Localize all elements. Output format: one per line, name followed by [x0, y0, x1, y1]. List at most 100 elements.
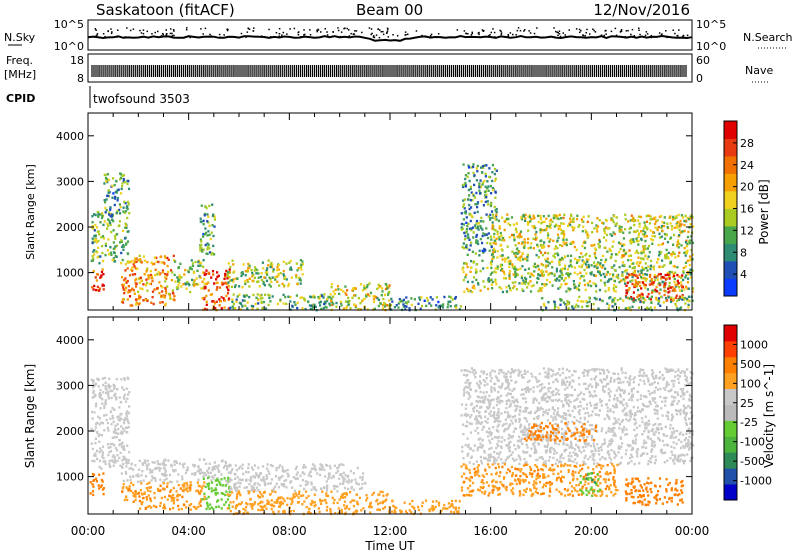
data-cell: [164, 280, 166, 282]
data-cell: [464, 276, 466, 278]
data-cell: [473, 174, 475, 176]
data-cell: [331, 283, 333, 285]
nsky-dot: [151, 33, 153, 35]
data-cell: [101, 271, 103, 273]
data-cell: [203, 249, 205, 251]
data-cell: [574, 272, 576, 274]
data-cell: [606, 220, 608, 222]
data-cell: [558, 218, 560, 220]
data-cell: [464, 238, 466, 240]
data-cell: [283, 284, 285, 286]
data-cell: [92, 242, 94, 244]
data-cell: [341, 509, 343, 511]
data-cell: [232, 501, 234, 503]
data-cell: [188, 271, 190, 273]
data-cell: [428, 302, 430, 304]
data-cell: [491, 284, 493, 286]
data-cell: [446, 508, 448, 510]
data-cell: [168, 259, 170, 261]
data-cell: [680, 395, 682, 397]
data-cell: [115, 432, 117, 434]
data-cell: [266, 271, 268, 273]
data-cell: [655, 220, 657, 222]
data-cell: [268, 259, 270, 261]
data-cell: [534, 233, 536, 235]
data-cell: [314, 467, 316, 469]
data-cell: [169, 474, 171, 476]
data-cell: [227, 493, 229, 495]
data-cell: [681, 214, 683, 216]
data-cell: [626, 292, 628, 294]
data-cell: [126, 499, 128, 501]
data-cell: [667, 226, 669, 228]
data-cell: [232, 506, 234, 508]
data-cell: [530, 448, 532, 450]
data-cell: [167, 265, 169, 267]
data-cell: [187, 466, 189, 468]
data-cell: [111, 214, 113, 216]
data-cell: [472, 236, 474, 238]
data-cell: [192, 262, 194, 264]
data-cell: [556, 240, 558, 242]
data-cell: [229, 494, 231, 496]
data-cell: [585, 229, 587, 231]
data-cell: [561, 277, 563, 279]
data-cell: [150, 479, 152, 481]
data-cell: [283, 294, 285, 296]
data-cell: [491, 246, 493, 248]
data-cell: [390, 298, 392, 300]
data-cell: [603, 228, 605, 230]
data-cell: [154, 274, 156, 276]
data-cell: [519, 260, 521, 262]
data-cell: [339, 483, 341, 485]
data-cell: [384, 500, 386, 502]
data-cell: [257, 482, 259, 484]
data-cell: [141, 470, 143, 472]
data-cell: [378, 305, 380, 307]
data-cell: [173, 299, 175, 301]
data-cell: [378, 284, 380, 286]
data-cell: [386, 287, 388, 289]
data-cell: [231, 491, 233, 493]
data-cell: [426, 297, 428, 299]
data-cell: [529, 276, 531, 278]
data-cell: [308, 495, 310, 497]
data-cell: [303, 488, 305, 490]
data-cell: [496, 208, 498, 210]
data-cell: [93, 411, 95, 413]
data-cell: [371, 494, 373, 496]
nsky-dot: [601, 34, 603, 36]
data-cell: [649, 251, 651, 253]
data-cell: [97, 416, 99, 418]
data-cell: [139, 507, 141, 509]
data-cell: [262, 476, 264, 478]
data-cell: [124, 379, 126, 381]
data-cell: [283, 261, 285, 263]
data-cell: [206, 503, 208, 505]
data-cell: [236, 493, 238, 495]
data-cell: [471, 367, 473, 369]
data-cell: [152, 263, 154, 265]
data-cell: [164, 471, 166, 473]
data-cell: [121, 182, 123, 184]
data-cell: [101, 434, 103, 436]
data-cell: [300, 495, 302, 497]
data-cell: [114, 238, 116, 240]
data-cell: [640, 252, 642, 254]
data-cell: [535, 266, 537, 268]
data-cell: [102, 422, 104, 424]
data-cell: [535, 231, 537, 233]
data-cell: [564, 283, 566, 285]
nsky-dot: [348, 29, 350, 31]
data-cell: [216, 286, 218, 288]
data-cell: [181, 478, 183, 480]
nsky-dot: [528, 30, 530, 32]
data-cell: [476, 234, 478, 236]
data-cell: [178, 508, 180, 510]
nsky-dot: [119, 36, 121, 38]
data-cell: [140, 277, 142, 279]
data-cell: [344, 292, 346, 294]
data-cell: [501, 249, 503, 251]
data-cell: [338, 293, 340, 295]
data-cell: [623, 264, 625, 266]
